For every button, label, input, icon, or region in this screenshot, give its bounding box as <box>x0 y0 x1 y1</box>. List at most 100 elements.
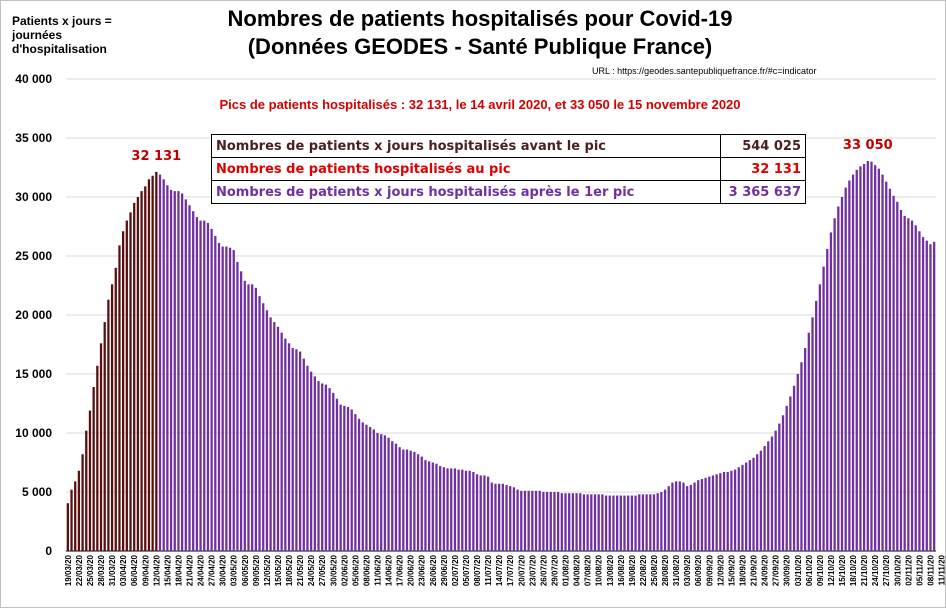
bar <box>885 181 888 551</box>
y-axis-title-line: journées <box>12 28 63 42</box>
y-tick-label: 0 <box>45 544 52 558</box>
bar <box>877 168 881 551</box>
x-tick-label: 25/08/20 <box>650 554 659 586</box>
bar <box>553 492 556 551</box>
bar <box>346 407 350 551</box>
bar <box>601 494 604 551</box>
bar <box>918 231 921 551</box>
source-url: URL : https://geodes.santepubliquefrance… <box>592 66 817 76</box>
bar <box>129 212 132 551</box>
bar <box>295 349 298 551</box>
x-tick-label: 26/06/20 <box>429 554 438 586</box>
stats-row-at-peak: Nombres de patients hospitalisés au pic … <box>211 157 806 181</box>
bar <box>708 476 711 551</box>
x-tick-label: 11/11/20 <box>938 554 946 585</box>
bar <box>542 492 545 551</box>
x-tick-label: 28/08/20 <box>661 554 670 586</box>
bar <box>70 489 73 551</box>
bar <box>730 470 733 551</box>
bar <box>339 404 342 551</box>
bar <box>77 470 81 551</box>
bar <box>862 163 866 551</box>
chart-title-line-1: Nombres de patients hospitalisés pour Co… <box>227 6 733 31</box>
bar <box>604 495 608 551</box>
bar <box>357 418 361 551</box>
bar <box>343 405 346 551</box>
bar <box>324 384 328 551</box>
x-tick-label: 24/09/20 <box>761 554 770 586</box>
bar <box>722 471 726 551</box>
y-axis-title: Patients x jours = journées d'hospitalis… <box>12 14 112 56</box>
x-tick-label: 24/04/20 <box>197 554 206 586</box>
bar <box>689 484 692 551</box>
bar <box>206 222 210 551</box>
bar <box>822 266 825 551</box>
bar <box>177 191 180 551</box>
x-tick-label: 12/05/20 <box>263 554 272 586</box>
bar <box>531 490 534 551</box>
bar <box>921 237 925 551</box>
x-tick-label: 06/10/20 <box>805 554 814 586</box>
x-tick-label: 15/10/20 <box>838 554 847 586</box>
x-tick-label: 29/07/20 <box>551 554 560 586</box>
x-tick-label: 18/09/20 <box>739 554 748 586</box>
bar <box>475 474 479 551</box>
bar <box>527 490 530 551</box>
bar <box>450 468 453 551</box>
bar <box>251 284 254 551</box>
bar <box>545 492 549 551</box>
x-tick-label: 26/07/20 <box>539 554 548 586</box>
bar <box>464 470 468 551</box>
x-tick-label: 10/08/20 <box>595 554 604 586</box>
bar <box>276 326 280 551</box>
bar <box>147 179 151 552</box>
bar <box>671 482 674 551</box>
x-tick-label: 09/10/20 <box>816 554 825 586</box>
x-tick-label: 22/08/20 <box>639 554 648 586</box>
bar <box>663 489 667 551</box>
bar <box>107 299 110 551</box>
bar <box>365 424 368 551</box>
bar <box>457 469 460 551</box>
x-tick-label: 30/09/20 <box>783 554 792 586</box>
bar <box>472 471 475 551</box>
bar <box>402 449 405 551</box>
x-tick-label: 25/03/20 <box>86 554 95 586</box>
x-tick-label: 31/03/20 <box>108 554 117 586</box>
bar <box>700 479 704 551</box>
bar <box>173 191 176 551</box>
bar <box>837 206 840 551</box>
bar <box>789 396 792 551</box>
bar <box>623 495 626 551</box>
bar <box>564 493 567 551</box>
bar <box>427 461 431 551</box>
bar <box>232 250 235 551</box>
x-tick-label: 06/04/20 <box>130 554 139 586</box>
x-tick-label: 15/04/20 <box>163 554 172 586</box>
bar <box>929 244 932 551</box>
bar <box>630 495 634 551</box>
bar <box>409 450 412 551</box>
peaks-summary: Pics de patients hospitalisés : 32 131, … <box>219 97 741 112</box>
bar <box>781 415 785 551</box>
bar <box>719 473 722 551</box>
x-tick-label: 30/10/20 <box>893 554 902 586</box>
bar <box>534 490 538 551</box>
bar <box>568 493 571 551</box>
bar <box>520 490 523 551</box>
y-tick-label: 40 000 <box>15 72 52 86</box>
bar <box>372 429 375 551</box>
y-tick-label: 5 000 <box>22 485 52 499</box>
y-tick-label: 25 000 <box>15 249 52 263</box>
x-tick-label: 18/05/20 <box>285 554 294 586</box>
bar <box>796 374 799 551</box>
x-tick-label: 14/06/20 <box>385 554 394 586</box>
x-tick-label: 31/08/20 <box>672 554 681 586</box>
bar <box>239 271 243 551</box>
bar <box>306 365 309 551</box>
bar <box>619 495 622 551</box>
bar <box>265 310 269 551</box>
bar <box>560 493 563 551</box>
bar <box>188 205 191 551</box>
bar <box>85 430 88 551</box>
